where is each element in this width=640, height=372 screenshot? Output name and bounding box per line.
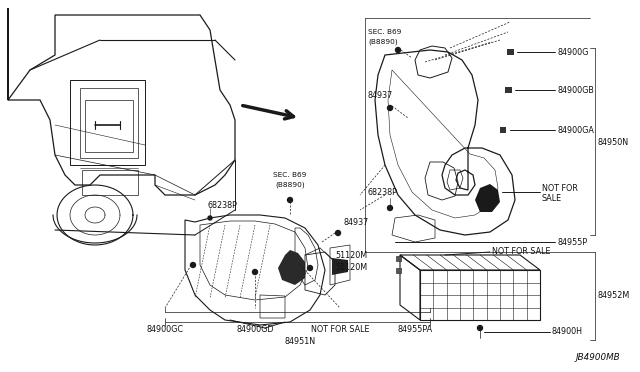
- Text: JB4900MB: JB4900MB: [575, 353, 620, 362]
- Circle shape: [387, 106, 392, 110]
- Text: 51120M: 51120M: [335, 263, 367, 273]
- Text: 84955P: 84955P: [558, 237, 588, 247]
- Text: 51120M: 51120M: [335, 250, 367, 260]
- Text: NOT FOR SALE: NOT FOR SALE: [311, 326, 369, 334]
- Circle shape: [477, 326, 483, 330]
- Circle shape: [335, 231, 340, 235]
- Circle shape: [387, 205, 392, 211]
- Text: 84900GC: 84900GC: [147, 326, 184, 334]
- Text: 84950N: 84950N: [598, 138, 629, 147]
- Bar: [506, 49, 513, 55]
- Text: 84900G: 84900G: [558, 48, 589, 57]
- Bar: [500, 127, 506, 133]
- Text: 84900GD: 84900GD: [236, 326, 274, 334]
- Text: 84900H: 84900H: [552, 327, 583, 337]
- Text: NOT FOR: NOT FOR: [542, 183, 578, 192]
- Text: SALE: SALE: [542, 193, 562, 202]
- Text: 84900GB: 84900GB: [558, 86, 595, 94]
- Text: (B8890): (B8890): [368, 39, 397, 45]
- Text: 68238P: 68238P: [207, 201, 237, 209]
- Bar: [504, 87, 511, 93]
- Text: SEC. B69: SEC. B69: [273, 172, 307, 178]
- Circle shape: [253, 269, 257, 275]
- Circle shape: [307, 266, 312, 270]
- Text: NOT FOR SALE: NOT FOR SALE: [492, 247, 550, 257]
- Text: 84952M: 84952M: [598, 292, 630, 301]
- Bar: [396, 267, 401, 273]
- Bar: [396, 256, 401, 260]
- Text: 84900GA: 84900GA: [558, 125, 595, 135]
- Text: 84937: 84937: [368, 90, 393, 99]
- Circle shape: [396, 48, 401, 52]
- Text: SEC. B69: SEC. B69: [368, 29, 401, 35]
- Text: 84951N: 84951N: [284, 337, 316, 346]
- Polygon shape: [475, 184, 500, 212]
- Text: (B8890): (B8890): [275, 182, 305, 188]
- Text: 68238P: 68238P: [368, 187, 398, 196]
- Polygon shape: [332, 258, 348, 275]
- Circle shape: [208, 216, 212, 220]
- Circle shape: [287, 198, 292, 202]
- Text: 84937: 84937: [344, 218, 369, 227]
- Polygon shape: [278, 250, 305, 285]
- Text: 84955PA: 84955PA: [397, 326, 433, 334]
- Circle shape: [191, 263, 195, 267]
